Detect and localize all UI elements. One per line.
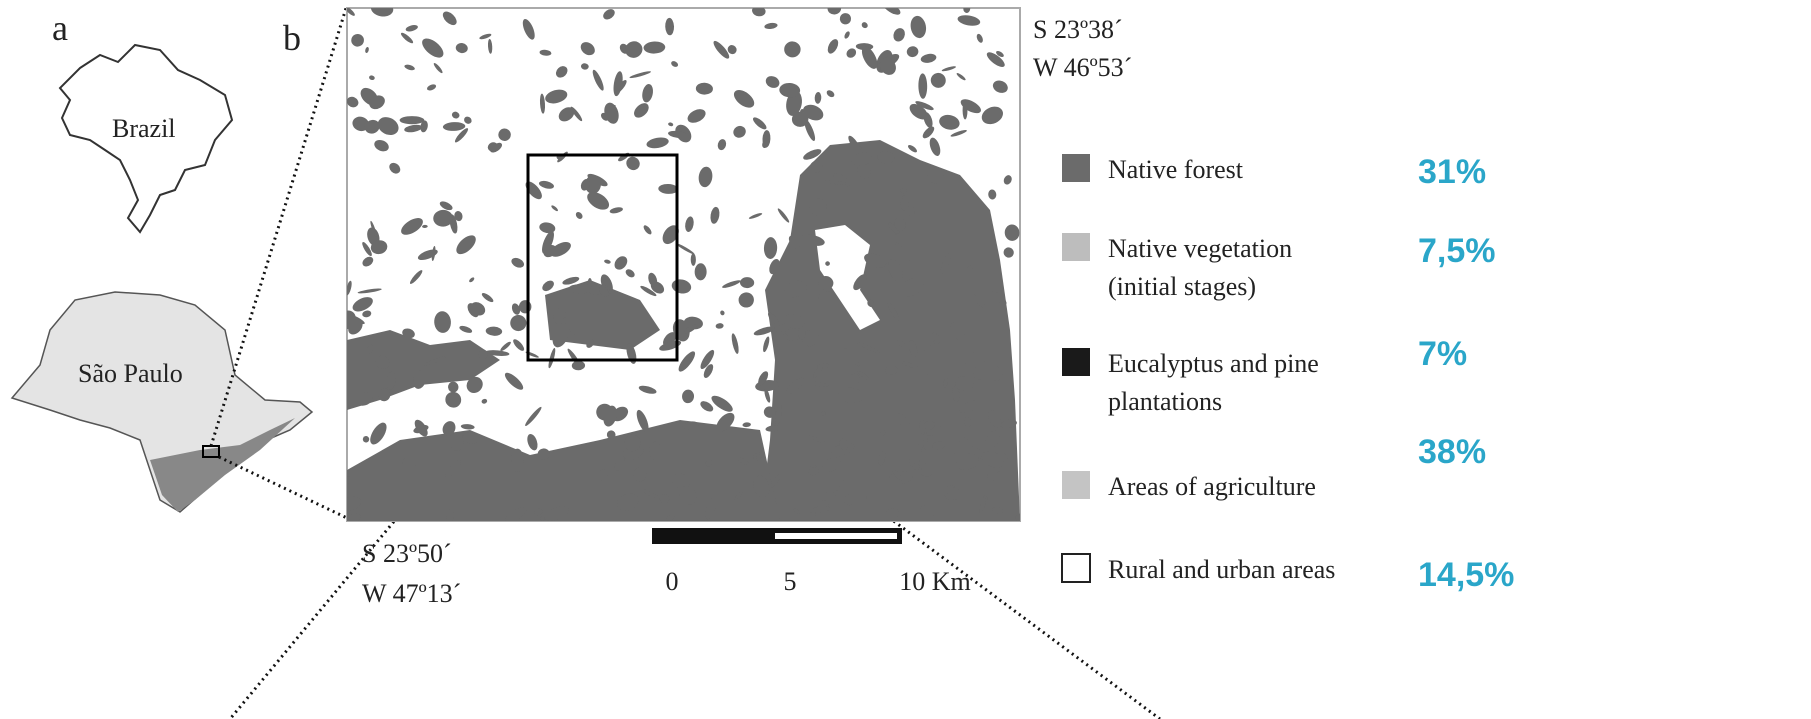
panel-label: a: [52, 8, 68, 48]
patch: [633, 468, 646, 482]
legend-share: 7%: [1418, 335, 1467, 373]
figure: a b Brazil São Paulo S 23º38´ W 46º53´ S…: [0, 0, 1811, 719]
legend-swatch: [1062, 554, 1090, 582]
inset-label: Brazil: [112, 114, 176, 143]
coordinate: W 47º13´: [362, 579, 461, 608]
legend-swatch: [1062, 471, 1090, 499]
legend-swatch: [1062, 154, 1090, 182]
legend-swatch: [1062, 348, 1090, 376]
coordinate: W 46º53´: [1033, 53, 1132, 82]
coordinate: S 23º50´: [362, 539, 452, 568]
panel-label: b: [283, 18, 301, 58]
legend-share: 38%: [1418, 433, 1486, 471]
scale-bar-segment: [775, 533, 897, 539]
legend-label: Eucalyptus and pine: [1108, 349, 1319, 378]
patch: [511, 449, 524, 472]
legend-label: Native vegetation: [1108, 234, 1292, 263]
coordinate: S 23º38´: [1033, 15, 1123, 44]
page: { "panels": {"a": "a", "b": "b"}, "inset…: [0, 0, 1811, 719]
legend-label: plantations: [1108, 387, 1222, 416]
legend-swatch: [1062, 233, 1090, 261]
legend-share: 31%: [1418, 153, 1486, 191]
scale-label: 5: [784, 567, 797, 596]
connector: [219, 457, 347, 518]
inset-label: São Paulo: [78, 359, 183, 388]
legend-label: Areas of agriculture: [1108, 472, 1316, 501]
legend-share: 14,5%: [1418, 556, 1514, 594]
legend: Native forest 31% Native vegetation (initia…: [1062, 153, 1514, 594]
scale-label: 10 Km: [899, 567, 971, 596]
legend-label: Rural and urban areas: [1108, 555, 1335, 584]
legend-share: 7,5%: [1418, 232, 1496, 270]
patch: [400, 116, 425, 124]
legend-label: Native forest: [1108, 155, 1244, 184]
legend-label: (initial stages): [1108, 272, 1256, 301]
scale-label: 0: [666, 567, 679, 596]
